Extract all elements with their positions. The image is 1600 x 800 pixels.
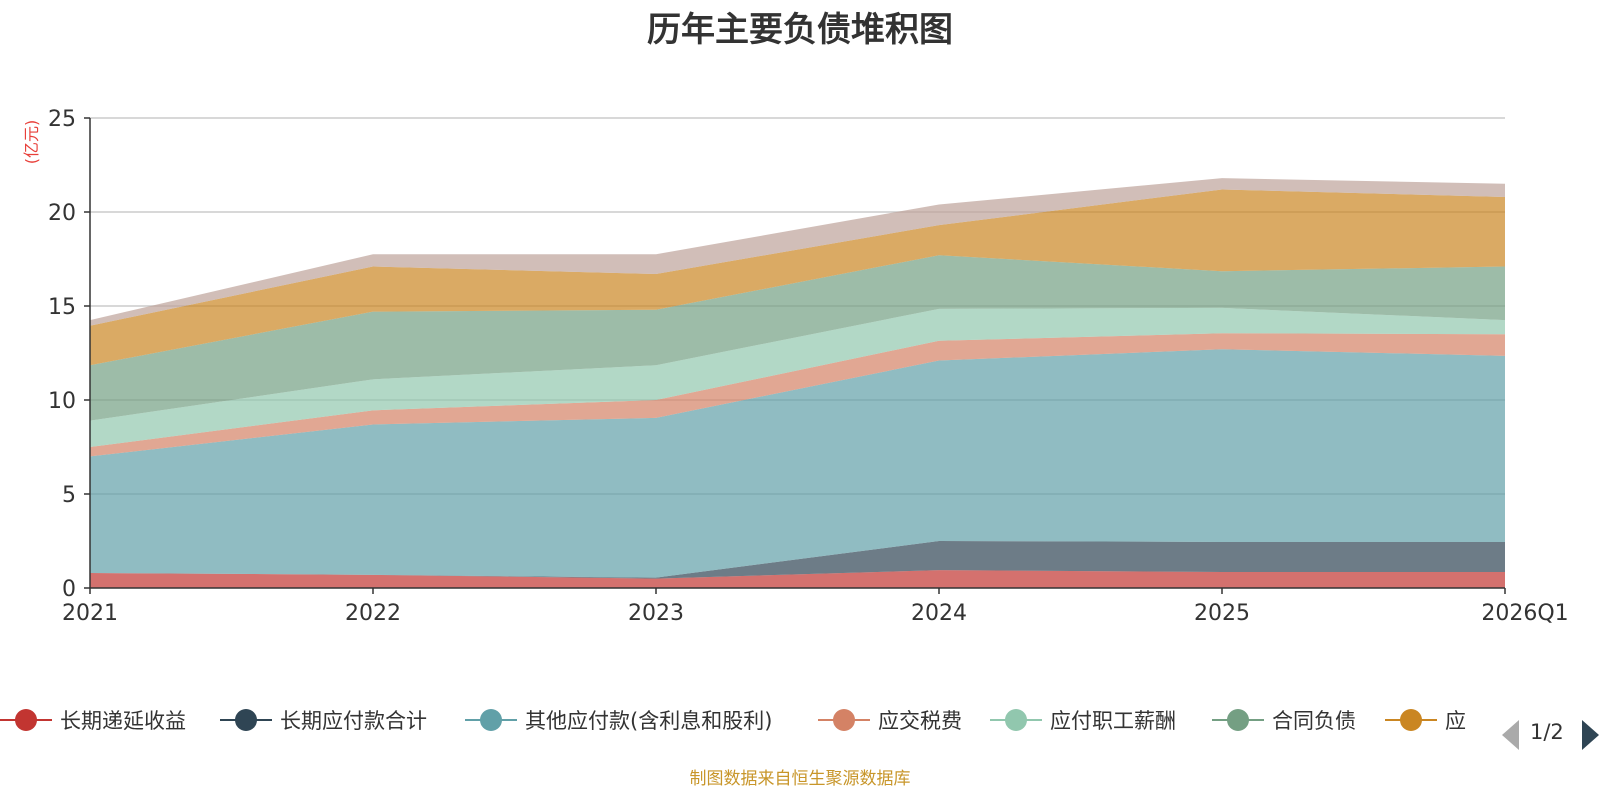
y-axis-unit-label: (亿元) bbox=[22, 120, 41, 165]
area-series-0 bbox=[90, 570, 1505, 588]
legend-item[interactable]: 长期应付款合计 bbox=[220, 700, 427, 740]
x-tick-label: 2022 bbox=[345, 601, 401, 626]
legend-item[interactable]: 应交税费 bbox=[818, 700, 962, 740]
legend-marker-icon bbox=[0, 700, 52, 740]
y-tick-label: 25 bbox=[48, 107, 76, 132]
area-series-4 bbox=[90, 307, 1505, 447]
x-tick-label: 2021 bbox=[62, 601, 118, 626]
x-tick-label: 2023 bbox=[628, 601, 684, 626]
area-series-7 bbox=[90, 178, 1505, 326]
legend-item[interactable]: 合同负债 bbox=[1212, 700, 1356, 740]
area-series-1 bbox=[90, 541, 1505, 579]
legend-next-icon[interactable] bbox=[1582, 720, 1599, 750]
y-tick-label: 10 bbox=[48, 389, 76, 414]
legend-marker-icon bbox=[220, 700, 272, 740]
legend-label: 合同负债 bbox=[1272, 709, 1356, 733]
y-tick-label: 0 bbox=[62, 577, 76, 602]
legend-marker-icon bbox=[990, 700, 1042, 740]
legend-item[interactable]: 应 bbox=[1385, 700, 1466, 740]
legend-marker-icon bbox=[1385, 700, 1437, 740]
area-series-2 bbox=[90, 349, 1505, 578]
legend-item[interactable]: 长期递延收益 bbox=[0, 700, 186, 740]
legend-item[interactable]: 其他应付款(含利息和股利) bbox=[465, 700, 772, 740]
legend-marker-icon bbox=[1212, 700, 1264, 740]
legend-marker-icon bbox=[818, 700, 870, 740]
area-series-3 bbox=[90, 333, 1505, 457]
legend-label: 应 bbox=[1445, 709, 1466, 733]
y-tick-label: 5 bbox=[62, 483, 76, 508]
source-note: 制图数据来自恒生聚源数据库 bbox=[689, 769, 911, 789]
legend-pager: 1/2 bbox=[1500, 718, 1600, 758]
y-tick-label: 20 bbox=[48, 201, 76, 226]
legend-prev-icon[interactable] bbox=[1502, 720, 1519, 750]
legend-marker-icon bbox=[465, 700, 517, 740]
area-series-6 bbox=[90, 189, 1505, 366]
y-tick-label: 15 bbox=[48, 295, 76, 320]
legend-label: 其他应付款(含利息和股利) bbox=[525, 709, 773, 733]
legend-label: 应付职工薪酬 bbox=[1050, 709, 1176, 733]
legend-label: 应交税费 bbox=[878, 709, 962, 733]
x-tick-label: 2026Q1 bbox=[1481, 601, 1568, 626]
x-tick-label: 2024 bbox=[911, 601, 967, 626]
chart-title: 历年主要负债堆积图 bbox=[647, 10, 953, 50]
legend: 长期递延收益 长期应付款合计 其他应付款(含利息和股利) 应交税费 应付职工薪酬 合同负债… bbox=[0, 700, 1500, 740]
area-layer bbox=[90, 178, 1505, 588]
legend-label: 长期递延收益 bbox=[60, 709, 186, 733]
area-series-5 bbox=[90, 255, 1505, 421]
legend-item[interactable]: 应付职工薪酬 bbox=[990, 700, 1176, 740]
legend-label: 长期应付款合计 bbox=[280, 709, 427, 733]
x-tick-label: 2025 bbox=[1194, 601, 1250, 626]
legend-page-indicator: 1/2 bbox=[1530, 720, 1564, 744]
